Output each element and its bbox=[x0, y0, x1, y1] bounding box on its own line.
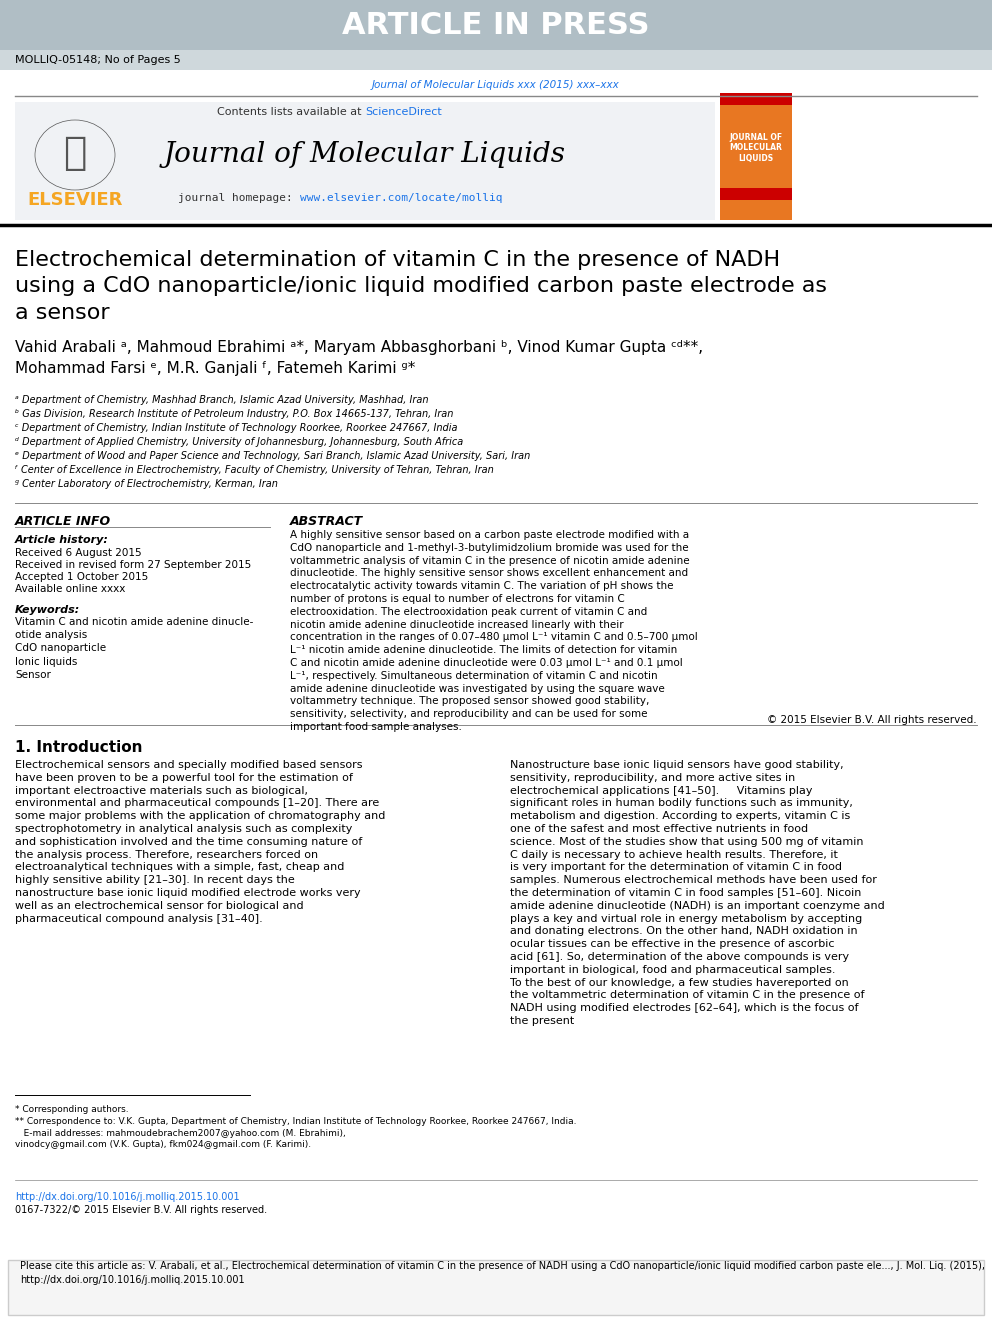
Text: Contents lists available at: Contents lists available at bbox=[217, 107, 365, 116]
Bar bbox=[720, 93, 792, 105]
Bar bbox=[8, 1259, 984, 1315]
Text: ARTICLE INFO: ARTICLE INFO bbox=[15, 515, 111, 528]
Text: * Corresponding authors.
** Correspondence to: V.K. Gupta, Department of Chemist: * Corresponding authors. ** Corresponden… bbox=[15, 1105, 576, 1150]
Text: MOLLIQ-05148; No of Pages 5: MOLLIQ-05148; No of Pages 5 bbox=[15, 56, 181, 65]
Text: Vitamin C and nicotin amide adenine dinucle-
otide analysis
CdO nanoparticle
Ion: Vitamin C and nicotin amide adenine dinu… bbox=[15, 617, 253, 680]
Text: Received 6 August 2015: Received 6 August 2015 bbox=[15, 548, 142, 558]
Text: Journal of Molecular Liquids xxx (2015) xxx–xxx: Journal of Molecular Liquids xxx (2015) … bbox=[372, 79, 620, 90]
Text: http://dx.doi.org/10.1016/j.molliq.2015.10.001: http://dx.doi.org/10.1016/j.molliq.2015.… bbox=[15, 1192, 240, 1203]
Text: Electrochemical sensors and specially modified based sensors
have been proven to: Electrochemical sensors and specially mo… bbox=[15, 759, 385, 923]
Text: Available online xxxx: Available online xxxx bbox=[15, 583, 125, 594]
Bar bbox=[0, 0, 992, 50]
Text: Nanostructure base ionic liquid sensors have good stability,
sensitivity, reprod: Nanostructure base ionic liquid sensors … bbox=[510, 759, 885, 1027]
Bar bbox=[0, 50, 992, 70]
Text: Please cite this article as: V. Arabali, et al., Electrochemical determination o: Please cite this article as: V. Arabali,… bbox=[20, 1261, 985, 1285]
Text: www.elsevier.com/locate/molliq: www.elsevier.com/locate/molliq bbox=[300, 193, 503, 202]
Text: ᵇ Gas Division, Research Institute of Petroleum Industry, P.O. Box 14665-137, Te: ᵇ Gas Division, Research Institute of Pe… bbox=[15, 409, 453, 419]
Text: ELSEVIER: ELSEVIER bbox=[28, 191, 123, 209]
Text: Electrochemical determination of vitamin C in the presence of NADH
using a CdO n: Electrochemical determination of vitamin… bbox=[15, 250, 827, 323]
Text: 🌳: 🌳 bbox=[63, 134, 86, 172]
Text: JOURNAL OF
MOLECULAR
LIQUIDS: JOURNAL OF MOLECULAR LIQUIDS bbox=[729, 134, 783, 163]
Text: ABSTRACT: ABSTRACT bbox=[290, 515, 363, 528]
Text: Received in revised form 27 September 2015: Received in revised form 27 September 20… bbox=[15, 560, 251, 570]
Text: ᵉ Department of Wood and Paper Science and Technology, Sari Branch, Islamic Azad: ᵉ Department of Wood and Paper Science a… bbox=[15, 451, 531, 460]
Text: Accepted 1 October 2015: Accepted 1 October 2015 bbox=[15, 572, 148, 582]
Text: ARTICLE IN PRESS: ARTICLE IN PRESS bbox=[342, 11, 650, 40]
Text: ScienceDirect: ScienceDirect bbox=[365, 107, 441, 116]
Bar bbox=[15, 102, 715, 220]
Text: ᵈ Department of Applied Chemistry, University of Johannesburg, Johannesburg, Sou: ᵈ Department of Applied Chemistry, Unive… bbox=[15, 437, 463, 447]
Text: ᵍ Center Laboratory of Electrochemistry, Kerman, Iran: ᵍ Center Laboratory of Electrochemistry,… bbox=[15, 479, 278, 490]
Text: ᶠ Center of Excellence in Electrochemistry, Faculty of Chemistry, University of : ᶠ Center of Excellence in Electrochemist… bbox=[15, 464, 494, 475]
Text: 0167-7322/© 2015 Elsevier B.V. All rights reserved.: 0167-7322/© 2015 Elsevier B.V. All right… bbox=[15, 1205, 267, 1215]
Text: ᶜ Department of Chemistry, Indian Institute of Technology Roorkee, Roorkee 24766: ᶜ Department of Chemistry, Indian Instit… bbox=[15, 423, 457, 433]
Text: ᵃ Department of Chemistry, Mashhad Branch, Islamic Azad University, Mashhad, Ira: ᵃ Department of Chemistry, Mashhad Branc… bbox=[15, 396, 429, 405]
Text: Article history:: Article history: bbox=[15, 534, 109, 545]
Text: Vahid Arabali ᵃ, Mahmoud Ebrahimi ᵃ*, Maryam Abbasghorbani ᵇ, Vinod Kumar Gupta : Vahid Arabali ᵃ, Mahmoud Ebrahimi ᵃ*, Ma… bbox=[15, 340, 703, 376]
Text: Journal of Molecular Liquids: Journal of Molecular Liquids bbox=[164, 142, 566, 168]
Bar bbox=[720, 188, 792, 200]
Text: © 2015 Elsevier B.V. All rights reserved.: © 2015 Elsevier B.V. All rights reserved… bbox=[768, 714, 977, 725]
Text: A highly sensitive sensor based on a carbon paste electrode modified with a
CdO : A highly sensitive sensor based on a car… bbox=[290, 531, 697, 732]
Bar bbox=[720, 102, 792, 220]
Text: journal homepage:: journal homepage: bbox=[179, 193, 300, 202]
Text: 1. Introduction: 1. Introduction bbox=[15, 740, 143, 755]
Text: Keywords:: Keywords: bbox=[15, 605, 80, 615]
